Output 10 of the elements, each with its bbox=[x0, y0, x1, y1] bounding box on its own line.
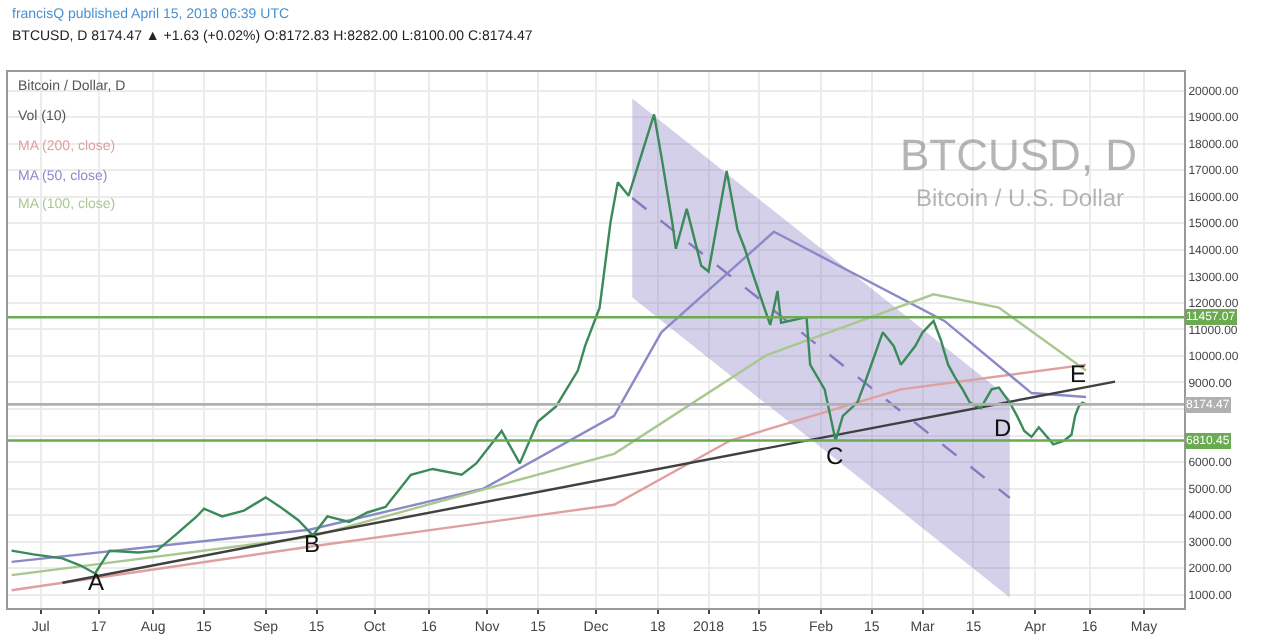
annotation: B bbox=[304, 530, 321, 558]
annotation: D bbox=[994, 414, 1012, 442]
annotation: E bbox=[1070, 360, 1087, 388]
annotation: A bbox=[88, 568, 105, 596]
annotation: C bbox=[826, 442, 844, 470]
annotation: Bitcoin / U.S. Dollar bbox=[916, 184, 1125, 212]
line-series bbox=[10, 230, 1088, 564]
line-series bbox=[10, 363, 1088, 592]
annotation: BTCUSD, D bbox=[900, 130, 1138, 180]
line-series bbox=[10, 293, 1088, 577]
